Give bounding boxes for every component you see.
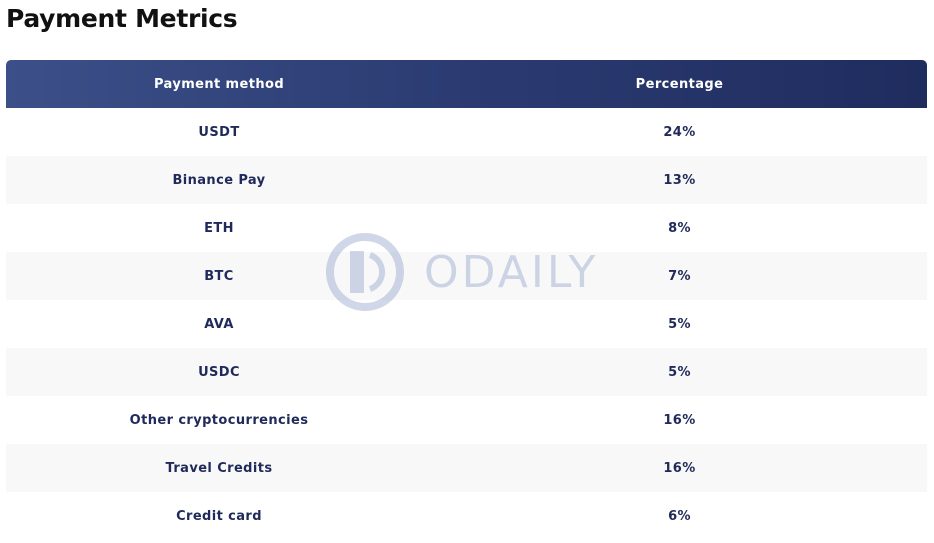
column-header-percentage: Percentage	[635, 76, 724, 92]
payment-metrics-table: Payment method Percentage USDT 24% Binan…	[6, 60, 927, 540]
payment-method-cell: Credit card	[176, 508, 262, 524]
payment-method-cell: USDC	[198, 364, 240, 380]
payment-method-cell: AVA	[204, 316, 234, 332]
percentage-cell: 6%	[668, 508, 691, 524]
payment-method-cell: BTC	[204, 268, 234, 284]
payment-method-cell: Other cryptocurrencies	[129, 412, 309, 428]
payment-method-cell: Travel Credits	[165, 460, 273, 476]
percentage-cell: 24%	[663, 124, 696, 140]
table-row: Binance Pay 13%	[6, 156, 927, 204]
percentage-cell: 8%	[668, 220, 691, 236]
table-row: Other cryptocurrencies 16%	[6, 396, 927, 444]
percentage-cell: 13%	[663, 172, 696, 188]
payment-method-cell: Binance Pay	[172, 172, 266, 188]
percentage-cell: 5%	[668, 316, 691, 332]
table-row: USDC 5%	[6, 348, 927, 396]
table-header: Payment method Percentage	[6, 60, 927, 108]
table-row: Travel Credits 16%	[6, 444, 927, 492]
payment-method-cell: ETH	[204, 220, 234, 236]
percentage-cell: 16%	[663, 412, 696, 428]
payment-method-cell: USDT	[198, 124, 240, 140]
table-row: ETH 8%	[6, 204, 927, 252]
table-row: Credit card 6%	[6, 492, 927, 540]
table-row: BTC 7%	[6, 252, 927, 300]
percentage-cell: 7%	[668, 268, 691, 284]
percentage-cell: 16%	[663, 460, 696, 476]
table-row: USDT 24%	[6, 108, 927, 156]
percentage-cell: 5%	[668, 364, 691, 380]
table-row: AVA 5%	[6, 300, 927, 348]
page-title: Payment Metrics	[6, 4, 238, 33]
column-header-payment-method: Payment method	[153, 76, 285, 92]
table-body: USDT 24% Binance Pay 13% ETH 8% BTC 7% A…	[6, 108, 927, 540]
